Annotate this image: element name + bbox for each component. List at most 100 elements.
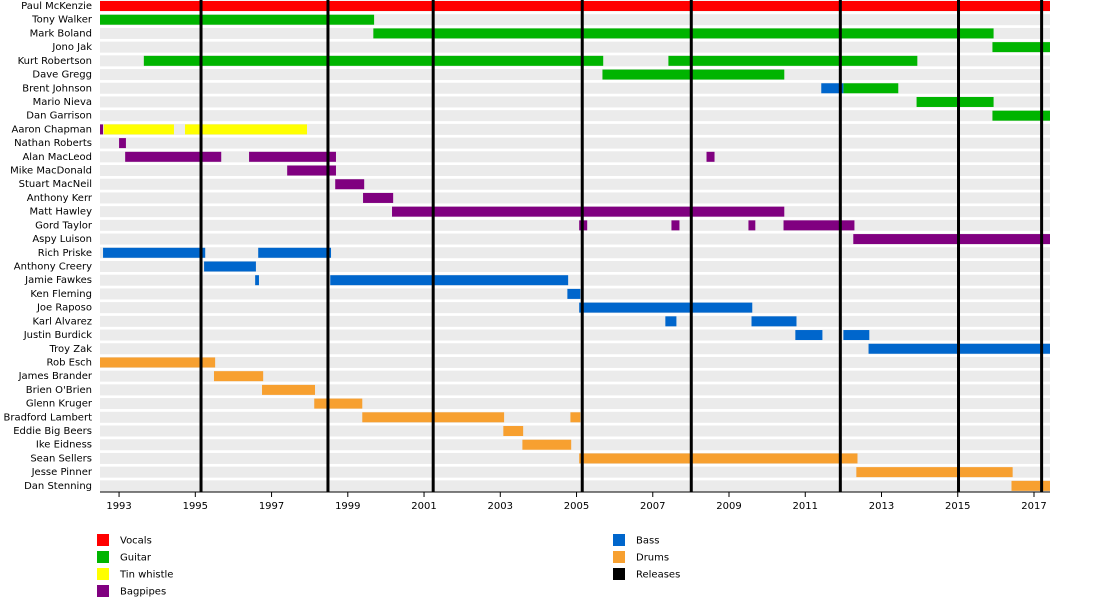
member-period (570, 412, 581, 423)
x-tick-label: 1995 (183, 501, 208, 512)
member-label: Eddie Big Beers (13, 426, 92, 437)
row-band (100, 425, 1050, 437)
legend-label: Guitar (120, 553, 152, 564)
legend-swatch (613, 551, 625, 563)
member-label: Stuart MacNeil (19, 179, 92, 190)
member-period (185, 124, 308, 135)
x-tick-label: 2013 (869, 501, 894, 512)
member-period (125, 151, 222, 162)
member-label: Justin Burdick (23, 330, 92, 341)
member-period (1011, 480, 1050, 491)
member-label: James Brander (18, 371, 93, 382)
member-label: Aspy Luison (32, 234, 92, 245)
member-label: Nathan Roberts (14, 138, 92, 149)
member-period (100, 357, 216, 368)
member-label: Rob Esch (46, 357, 92, 368)
member-period (916, 96, 994, 107)
member-label: Jesse Pinner (31, 467, 93, 478)
x-tick-label: 2007 (640, 501, 665, 512)
member-period (100, 1, 1050, 11)
x-tick-label: 2005 (564, 501, 589, 512)
member-label: Anthony Creery (14, 261, 92, 272)
legend-swatch (97, 585, 109, 597)
x-tick-label: 2015 (945, 501, 970, 512)
member-period (363, 192, 394, 203)
row-band (100, 247, 1050, 259)
member-period (522, 439, 572, 450)
x-tick-label: 2017 (1021, 501, 1046, 512)
row-band (100, 151, 1050, 163)
member-period (255, 275, 259, 286)
member-period (992, 110, 1050, 121)
row-band (100, 219, 1050, 231)
legend-swatch (97, 534, 109, 546)
row-band (100, 398, 1050, 410)
member-label: Glenn Kruger (26, 399, 93, 410)
row-band (100, 356, 1050, 368)
member-period (856, 467, 1013, 478)
member-period (314, 398, 363, 409)
member-period (119, 138, 126, 149)
member-label: Matt Hawley (30, 207, 93, 218)
row-band (100, 165, 1050, 177)
member-period (992, 42, 1050, 53)
member-period (249, 151, 336, 162)
member-label: Dave Gregg (32, 70, 92, 81)
member-label: Sean Sellers (30, 453, 92, 464)
legend-label: Bagpipes (120, 587, 166, 598)
member-label: Jono Jak (51, 42, 92, 53)
row-band (100, 274, 1050, 286)
legend-swatch (97, 551, 109, 563)
x-tick-label: 1997 (259, 501, 284, 512)
row-band (100, 370, 1050, 382)
row-band (100, 260, 1050, 272)
member-label: Ike Eidness (36, 440, 92, 451)
row-band (100, 192, 1050, 204)
row-band (100, 96, 1050, 108)
member-period (567, 288, 581, 299)
member-period (392, 206, 785, 217)
legend-label: Drums (636, 553, 669, 564)
member-period (100, 14, 375, 25)
member-period (103, 124, 174, 135)
row-band (100, 329, 1050, 341)
member-label: Anthony Kerr (27, 193, 93, 204)
x-tick-label: 2001 (411, 501, 436, 512)
legend-label: Releases (636, 570, 680, 581)
legend-swatch (613, 534, 625, 546)
row-band (100, 452, 1050, 464)
row-band (100, 178, 1050, 190)
legend-label: Tin whistle (119, 570, 173, 581)
member-period (100, 124, 104, 135)
row-band (100, 343, 1050, 355)
member-period (602, 69, 785, 80)
row-band (100, 110, 1050, 122)
member-period (821, 83, 844, 94)
member-period (668, 55, 918, 66)
member-label: Tony Walker (31, 15, 93, 26)
x-tick-label: 2011 (793, 501, 818, 512)
x-tick-label: 1993 (106, 501, 131, 512)
member-label: Dan Stenning (24, 481, 92, 492)
member-period (330, 275, 569, 286)
member-period (853, 234, 1050, 245)
row-band (100, 466, 1050, 478)
member-label: Mike MacDonald (10, 166, 92, 177)
member-label: Ken Fleming (30, 289, 92, 300)
member-period (204, 261, 256, 272)
member-period (665, 316, 677, 327)
member-label: Kurt Robertson (18, 56, 92, 67)
row-band (100, 82, 1050, 94)
member-label: Alan MacLeod (22, 152, 92, 163)
member-period (843, 83, 899, 94)
member-period (748, 220, 756, 231)
member-period (783, 220, 855, 231)
x-tick-label: 1999 (335, 501, 360, 512)
member-label: Mark Boland (30, 28, 92, 39)
row-band (100, 123, 1050, 135)
legend-swatch (613, 568, 625, 580)
member-label: Paul McKenzie (21, 1, 92, 12)
member-label: Gord Taylor (35, 220, 93, 231)
member-label: Joe Raposo (36, 303, 92, 314)
row-band (100, 137, 1050, 149)
